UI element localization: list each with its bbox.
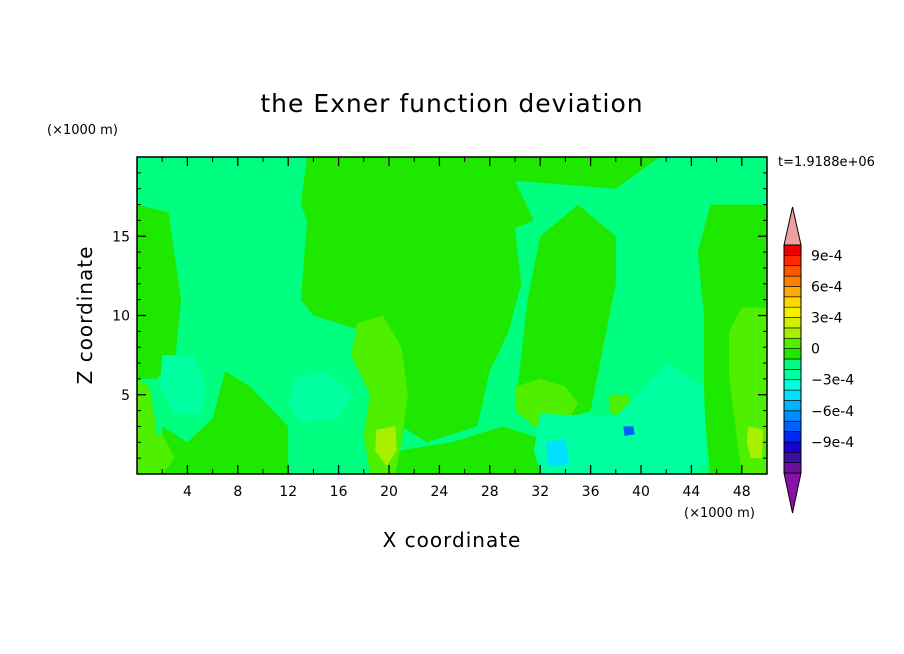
colorbar-swatch: [783, 348, 802, 360]
colorbar-swatch: [783, 451, 802, 463]
contour-region-19: [623, 426, 635, 436]
colorbar-swatch: [783, 420, 802, 432]
x-tick-label: 44: [682, 484, 700, 500]
colorbar-swatch: [783, 400, 802, 412]
y-unit-label: (×1000 m): [47, 123, 118, 138]
x-tick-label: 8: [233, 484, 242, 500]
x-tick-label: 36: [582, 484, 600, 500]
colorbar-tick-label: 0: [811, 342, 820, 358]
y-tick-label: 15: [112, 229, 130, 245]
colorbar: 9e-4 6e-4 3e-4 0 −3e-4 −6e-4 −9e-4: [783, 206, 854, 514]
y-axis-ticks: 5 10 15: [112, 172, 767, 459]
plot-area: [136, 156, 768, 475]
colorbar-tick-label: −6e-4: [811, 404, 854, 420]
colorbar-swatch: [783, 306, 802, 318]
contour-region-5: [162, 371, 289, 474]
colorbar-tick-label: 3e-4: [811, 311, 843, 327]
x-axis-ticks: 4 8 12 16 20 24 28 32 36 40 44 48: [161, 157, 751, 500]
colorbar-swatch: [783, 358, 802, 370]
colorbar-swatch: [783, 379, 802, 391]
x-tick-label: 16: [330, 484, 348, 500]
contour-region-15: [159, 355, 207, 414]
colorbar-swatch: [783, 244, 802, 256]
colorbar-swatch: [783, 317, 802, 329]
colorbar-swatch: [783, 369, 802, 381]
x-tick-label: 28: [481, 484, 499, 500]
x-tick-label: 12: [279, 484, 297, 500]
colorbar-swatch: [783, 255, 802, 267]
y-axis-label: Z coordinate: [73, 246, 97, 385]
contour-region-0: [420, 157, 660, 197]
colorbar-swatch: [783, 462, 802, 474]
colorbar-swatch: [783, 410, 802, 422]
colorbar-swatch: [783, 389, 802, 401]
colorbar-swatch: [783, 286, 802, 298]
x-unit-label: (×1000 m): [684, 506, 755, 521]
time-label: t=1.9188e+06: [778, 155, 875, 170]
colorbar-tick-label: −9e-4: [811, 435, 854, 451]
contour-region-1: [137, 204, 182, 379]
x-tick-label: 4: [183, 484, 192, 500]
x-axis-label: X coordinate: [383, 528, 522, 552]
contour-region-2: [300, 157, 534, 443]
y-tick-label: 10: [112, 309, 130, 325]
colorbar-swatch: [783, 296, 802, 308]
x-tick-label: 48: [733, 484, 751, 500]
contour-region-18: [546, 439, 570, 467]
colorbar-swatch: [783, 441, 802, 453]
contour-region-16: [288, 371, 352, 424]
chart-title: the Exner function deviation: [260, 89, 643, 118]
colorbar-swatch: [783, 265, 802, 277]
colorbar-tick-label: −3e-4: [811, 373, 854, 389]
colorbar-over-triangle: [783, 206, 802, 246]
colorbar-swatch: [783, 337, 802, 349]
x-tick-label: 20: [380, 484, 398, 500]
x-tick-label: 24: [430, 484, 448, 500]
colorbar-tick-label: 9e-4: [811, 248, 843, 264]
colorbar-under-triangle: [783, 472, 802, 514]
contour-region-8: [137, 434, 175, 474]
contour-region-10: [515, 378, 578, 427]
colorbar-frame: [783, 244, 802, 474]
contour-region-14: [746, 426, 764, 459]
colorbar-swatch: [783, 275, 802, 287]
x-tick-label: 40: [632, 484, 650, 500]
x-tick-label: 32: [531, 484, 549, 500]
contour-fill: [137, 157, 767, 474]
colorbar-swatch: [783, 327, 802, 339]
contour-region-3: [515, 204, 616, 427]
y-tick-label: 5: [121, 388, 130, 404]
colorbar-swatch: [783, 431, 802, 443]
contour-region-6: [376, 426, 553, 474]
contour-region-17: [533, 363, 707, 474]
contour-region-13: [375, 426, 397, 467]
colorbar-tick-label: 6e-4: [811, 279, 843, 295]
